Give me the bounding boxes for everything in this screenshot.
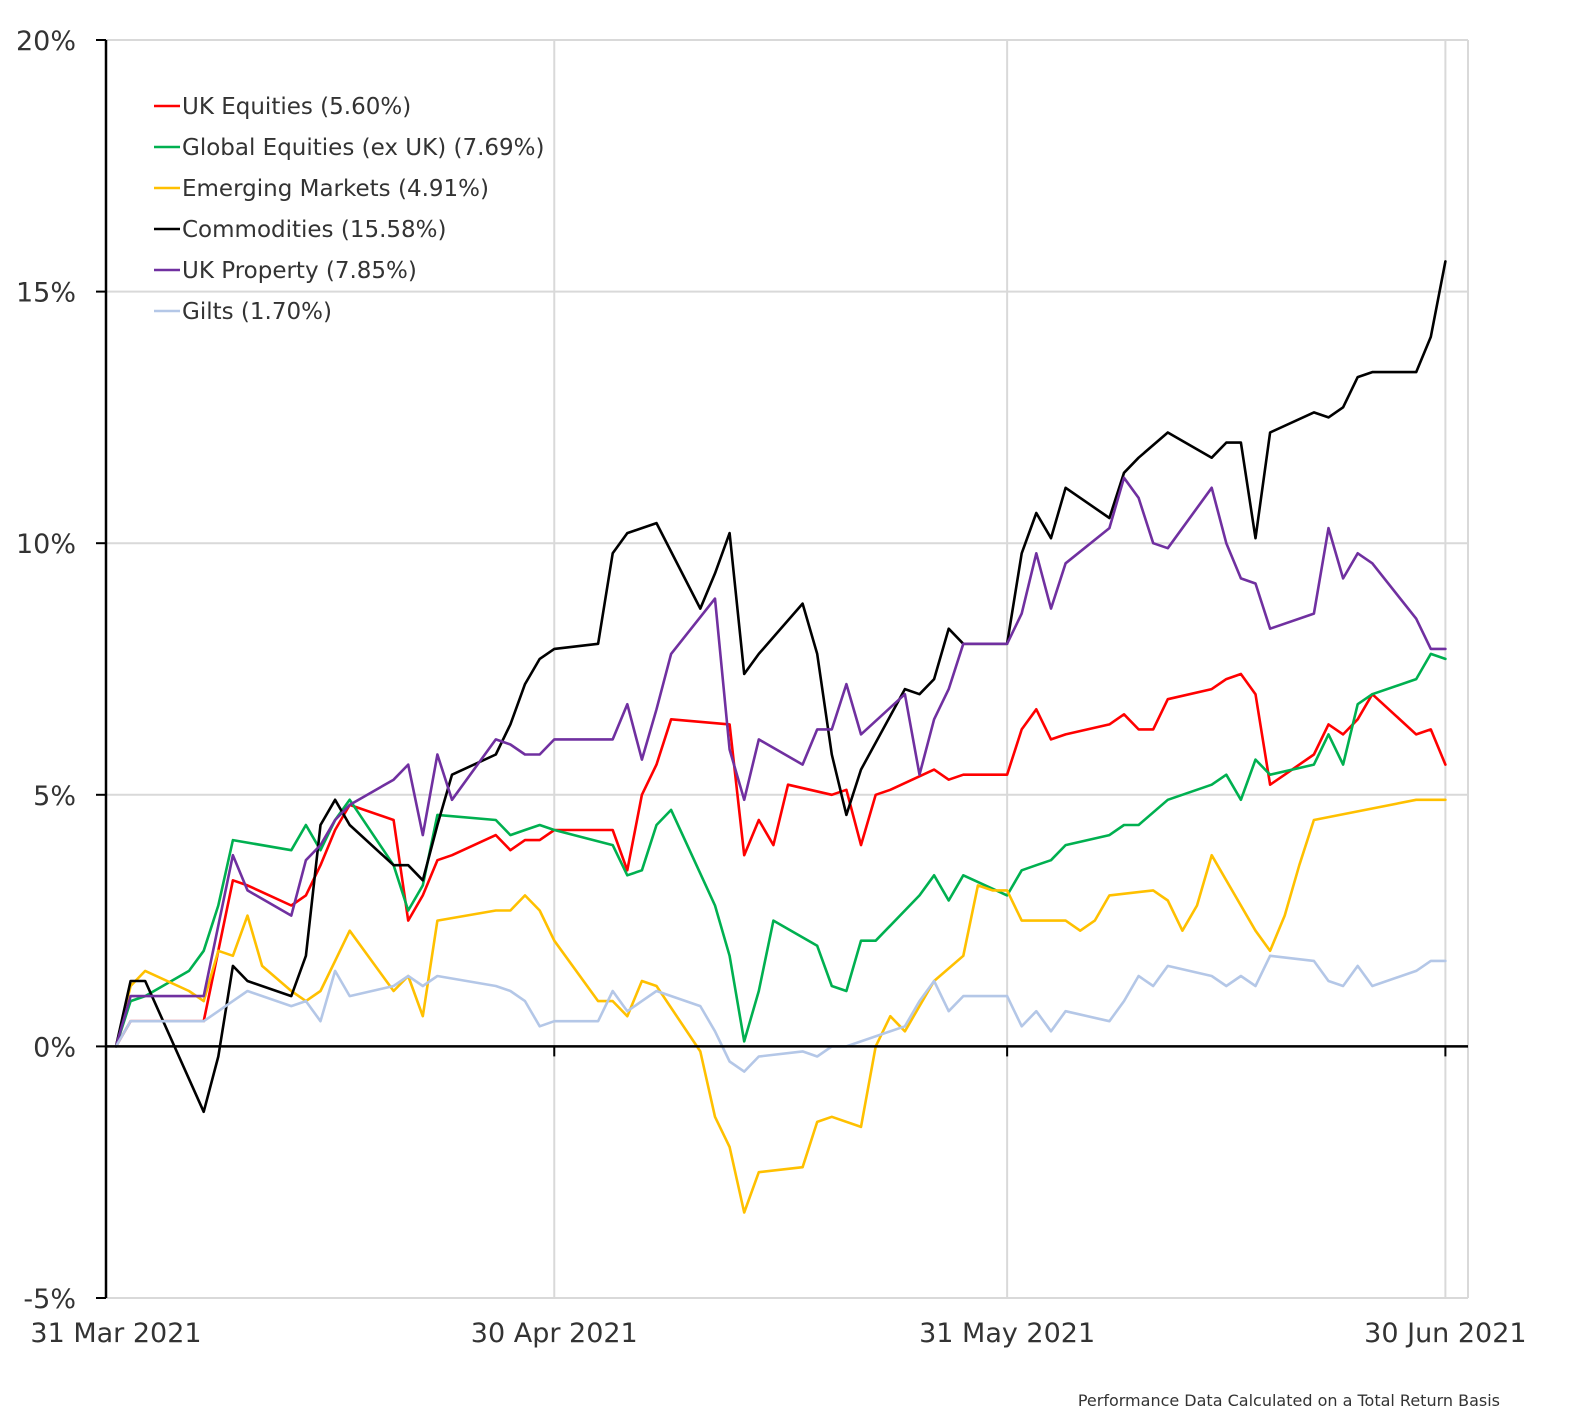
gridlines	[106, 39, 1469, 1299]
y-tick-label: 20%	[16, 26, 76, 57]
x-tick-label: 30 Apr 2021	[471, 1318, 638, 1349]
legend-label-2: Emerging Markets (4.91%)	[182, 176, 489, 202]
series-lines	[114, 260, 1447, 1214]
series-line-3	[114, 260, 1447, 1114]
x-tick-label: 30 Jun 2021	[1364, 1318, 1526, 1349]
y-tick-label: -5%	[23, 1284, 76, 1315]
axes	[96, 39, 1468, 1299]
legend-label-1: Global Equities (ex UK) (7.69%)	[182, 135, 545, 161]
legend-label-4: UK Property (7.85%)	[182, 258, 417, 284]
x-tick-label: 31 May 2021	[919, 1318, 1095, 1349]
series-line-5	[114, 954, 1447, 1073]
series-line-4	[114, 476, 1447, 1048]
y-tick-label: 10%	[16, 529, 76, 560]
legend-label-0: UK Equities (5.60%)	[182, 94, 411, 120]
legend-label-3: Commodities (15.58%)	[182, 217, 447, 243]
y-tick-label: 15%	[16, 278, 76, 309]
x-axis-tick-labels: 31 Mar 2021 30 Apr 2021 31 May 2021 30 Jun …	[30, 1318, 1526, 1349]
legend-label-5: Gilts (1.70%)	[182, 299, 332, 325]
y-tick-label: 0%	[33, 1032, 76, 1063]
series-line-2	[114, 798, 1447, 1214]
y-axis-tick-labels: 20% 15% 10% 5% 0% -5%	[16, 26, 76, 1315]
x-tick-label: 31 Mar 2021	[30, 1318, 201, 1349]
footnote: Performance Data Calculated on a Total R…	[1078, 1391, 1500, 1410]
series-line-0	[114, 672, 1447, 1048]
y-tick-label: 5%	[33, 781, 76, 812]
legend: UK Equities (5.60%) Global Equities (ex U…	[154, 94, 545, 325]
